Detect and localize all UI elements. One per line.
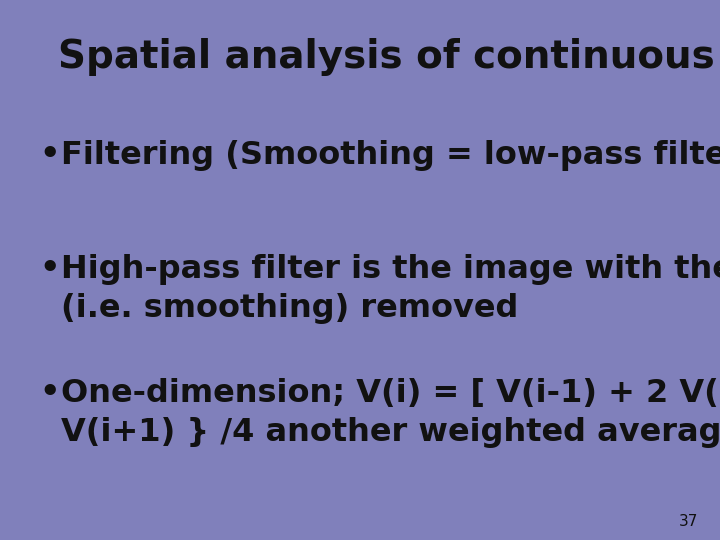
Text: Spatial analysis of continuous fields: Spatial analysis of continuous fields (58, 38, 720, 76)
Text: One-dimension; V(i) = [ V(i-1) + 2 V(i) +
V(i+1) } /4 another weighted average: One-dimension; V(i) = [ V(i-1) + 2 V(i) … (61, 378, 720, 448)
Text: 37: 37 (679, 514, 698, 529)
Text: •: • (40, 140, 60, 171)
Text: •: • (40, 254, 60, 285)
Text: High-pass filter is the image with the low-pass
(i.e. smoothing) removed: High-pass filter is the image with the l… (61, 254, 720, 324)
Text: •: • (40, 378, 60, 409)
Text: Filtering (Smoothing = low-pass filter): Filtering (Smoothing = low-pass filter) (61, 140, 720, 171)
